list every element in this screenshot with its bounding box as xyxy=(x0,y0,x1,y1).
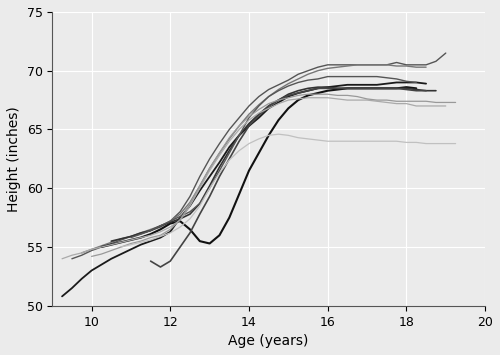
X-axis label: Age (years): Age (years) xyxy=(228,334,309,348)
Y-axis label: Height (inches): Height (inches) xyxy=(7,106,21,212)
